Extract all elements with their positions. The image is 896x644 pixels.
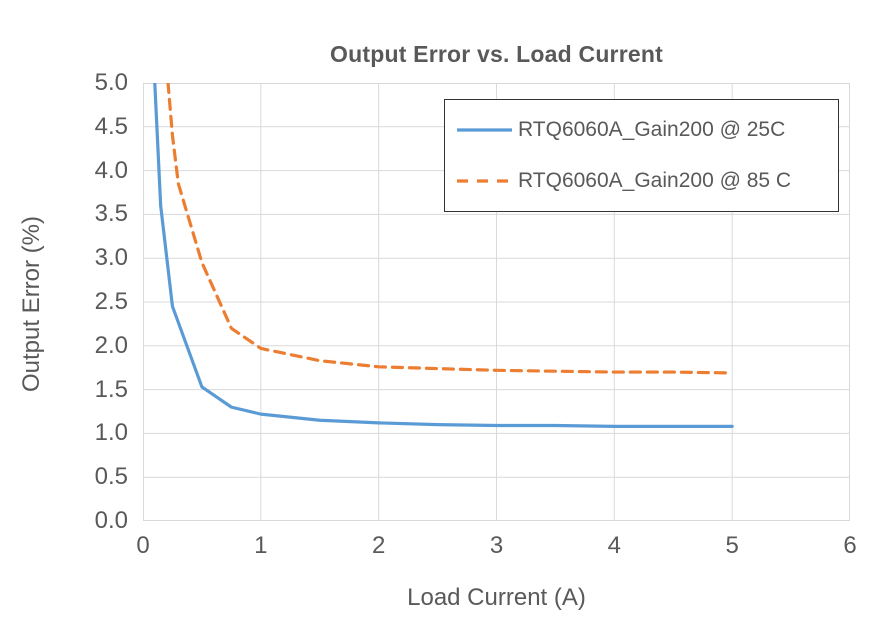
legend-line-sample-solid: [457, 128, 512, 132]
y-tick-label: 0.0: [94, 507, 128, 534]
y-tick-label: 4.0: [94, 156, 128, 184]
x-tick-label: 4: [607, 532, 621, 559]
legend-entry-85c: RTQ6060A_Gain200 @ 85 C: [445, 156, 838, 208]
series-line-85c: [166, 83, 734, 375]
x-tick-label: 2: [371, 532, 386, 559]
legend: RTQ6060A_Gain200 @ 25C RTQ6060A_Gain200 …: [444, 99, 839, 212]
legend-label: RTQ6060A_Gain200 @ 85 C: [518, 169, 792, 193]
y-axis-title: Output Error (%): [18, 215, 45, 393]
x-tick-label: 3: [489, 532, 504, 559]
series-line-25c: [153, 83, 734, 428]
x-tick-label: 6: [843, 532, 857, 559]
y-tick-label: 0.5: [94, 463, 128, 491]
y-tick-label: 2.5: [94, 288, 128, 315]
plot-border: [143, 83, 850, 521]
y-tick-label: 2.0: [94, 331, 128, 359]
legend-line-sample-dashed: [457, 179, 512, 183]
y-tick-label: 1.0: [94, 419, 128, 447]
x-axis-title: Load Current (A): [407, 584, 586, 611]
y-tick-label: 3.0: [94, 244, 128, 272]
y-tick-label: 4.5: [94, 112, 128, 140]
x-tick-label: 1: [254, 532, 268, 559]
chart-title: Output Error vs. Load Current: [330, 41, 663, 67]
y-tick-label: 5.0: [94, 69, 128, 96]
x-tick-label: 0: [136, 532, 150, 559]
legend-label: RTQ6060A_Gain200 @ 25C: [518, 117, 786, 141]
y-tick-label: 1.5: [94, 375, 128, 403]
x-tick-label: 5: [725, 532, 739, 559]
y-tick-label: 3.5: [94, 200, 128, 228]
legend-entry-25c: RTQ6060A_Gain200 @ 25C: [445, 104, 838, 156]
